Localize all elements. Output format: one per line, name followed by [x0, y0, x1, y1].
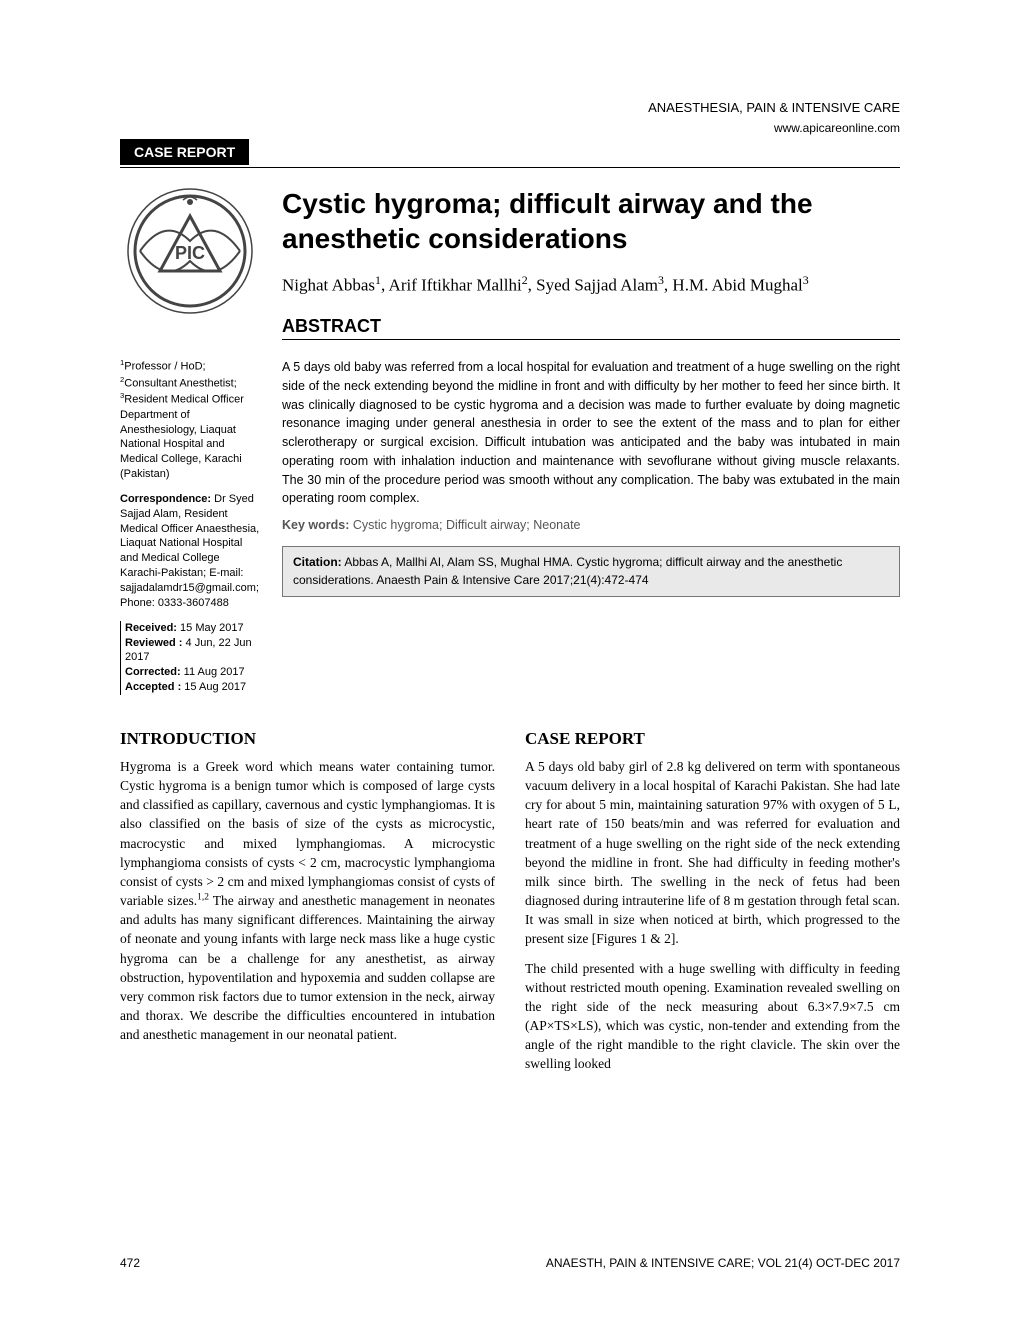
journal-url: www.apicareonline.com	[120, 121, 900, 135]
introduction-paragraph: Hygroma is a Greek word which means wate…	[120, 757, 495, 1044]
citation-label: Citation:	[293, 555, 342, 569]
journal-name: ANAESTHESIA, PAIN & INTENSIVE CARE	[120, 100, 900, 117]
introduction-heading: INTRODUCTION	[120, 727, 495, 751]
case-report-paragraph-1: A 5 days old baby girl of 2.8 kg deliver…	[525, 757, 900, 949]
sidebar: 1Professor / HoD; 2Consultant Anesthetis…	[120, 358, 260, 705]
abstract-heading: ABSTRACT	[282, 316, 900, 340]
article-dates: Received: 15 May 2017Reviewed : 4 Jun, 2…	[120, 621, 260, 695]
article-title: Cystic hygroma; difficult airway and the…	[282, 186, 900, 256]
svg-text:PIC: PIC	[175, 243, 205, 263]
journal-logo: PIC	[120, 186, 260, 348]
running-footer: ANAESTH, PAIN & INTENSIVE CARE; VOL 21(4…	[546, 1256, 900, 1270]
citation-box: Citation: Abbas A, Mallhi AI, Alam SS, M…	[282, 546, 900, 597]
keywords-value: Cystic hygroma; Difficult airway; Neonat…	[349, 518, 580, 532]
horizontal-rule	[120, 167, 900, 168]
case-report-heading: CASE REPORT	[525, 727, 900, 751]
keywords: Key words: Cystic hygroma; Difficult air…	[282, 518, 900, 532]
right-column: CASE REPORT A 5 days old baby girl of 2.…	[525, 727, 900, 1084]
citation-text: Abbas A, Mallhi AI, Alam SS, Mughal HMA.…	[293, 555, 842, 586]
keywords-label: Key words:	[282, 518, 349, 532]
correspondence: Correspondence: Dr Syed Sajjad Alam, Res…	[120, 492, 260, 611]
left-column: INTRODUCTION Hygroma is a Greek word whi…	[120, 727, 495, 1084]
section-label: CASE REPORT	[120, 139, 249, 165]
authors: Nighat Abbas1, Arif Iftikhar Mallhi2, Sy…	[282, 272, 900, 298]
page-number: 472	[120, 1256, 140, 1270]
case-report-paragraph-2: The child presented with a huge swelling…	[525, 959, 900, 1074]
affiliations: 1Professor / HoD; 2Consultant Anesthetis…	[120, 358, 260, 482]
abstract-text: A 5 days old baby was referred from a lo…	[282, 358, 900, 508]
